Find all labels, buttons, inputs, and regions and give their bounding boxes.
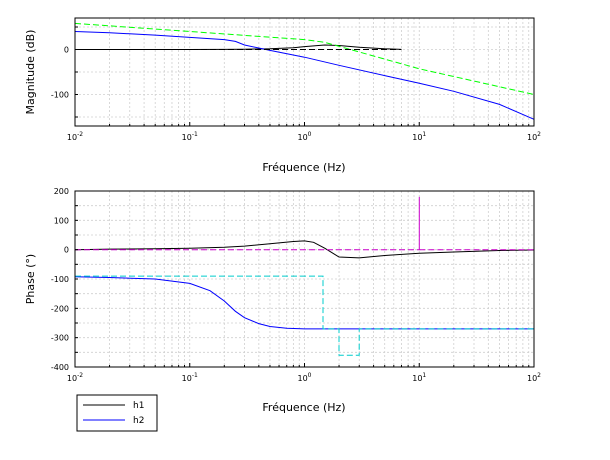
magnitude-ticks: 10-2 10-1 100 101 102 -100 0 [51, 26, 541, 142]
phase-xlabel: Fréquence (Hz) [262, 401, 345, 414]
phase-plot: 10-2 10-1 100 101 102 -400 -300 -200 -100 0 100 200… [24, 187, 541, 414]
magnitude-xtick-label: 10-1 [182, 131, 198, 142]
magnitude-xlabel: Fréquence (Hz) [262, 161, 345, 174]
magnitude-plot: 10-2 10-1 100 101 102 -100 0 Fréquence (Hz) Ma… [24, 17, 541, 174]
magnitude-series [74, 22, 535, 120]
magnitude-xtick-label: 102 [527, 131, 541, 142]
magnitude-xtick-label: 10-2 [67, 131, 83, 142]
phase-ytick-label: -400 [51, 363, 69, 372]
magnitude-series-h2 [74, 31, 535, 120]
magnitude-series-line-2 [74, 22, 535, 95]
phase-ytick-label: -300 [51, 334, 69, 343]
phase-series [74, 196, 535, 356]
phase-xtick-label: 10-1 [182, 372, 198, 383]
magnitude-xtick-label: 101 [412, 131, 426, 142]
phase-xtick-label: 10-2 [67, 372, 83, 383]
phase-ytick-label: -100 [51, 275, 69, 284]
phase-xtick-label: 100 [297, 372, 311, 383]
phase-ytick-label: 0 [64, 246, 69, 255]
phase-series-h1 [74, 240, 535, 259]
legend: h1 h2 [76, 394, 158, 432]
phase-series-line-2 [75, 275, 534, 356]
phase-ytick-label: -200 [51, 304, 69, 313]
magnitude-xtick-label: 100 [297, 131, 311, 142]
phase-xtick-label: 101 [412, 372, 426, 383]
magnitude-series-h1 [75, 44, 402, 50]
magnitude-ylabel: Magnitude (dB) [24, 30, 37, 115]
magnitude-ytick-label: -100 [51, 91, 69, 100]
phase-ticks: 10-2 10-1 100 101 102 -400 -300 -200 -100 0 100 200 [51, 187, 541, 383]
phase-ytick-label: 200 [54, 187, 69, 196]
magnitude-ytick-label: 0 [64, 46, 69, 55]
legend-label-h1: h1 [133, 401, 144, 411]
phase-series-line-3 [75, 196, 534, 251]
legend-box [76, 394, 158, 432]
phase-ylabel: Phase (°) [24, 254, 37, 304]
legend-label-h2: h2 [133, 416, 144, 426]
phase-xtick-label: 102 [527, 372, 541, 383]
phase-ytick-label: 100 [54, 216, 69, 225]
